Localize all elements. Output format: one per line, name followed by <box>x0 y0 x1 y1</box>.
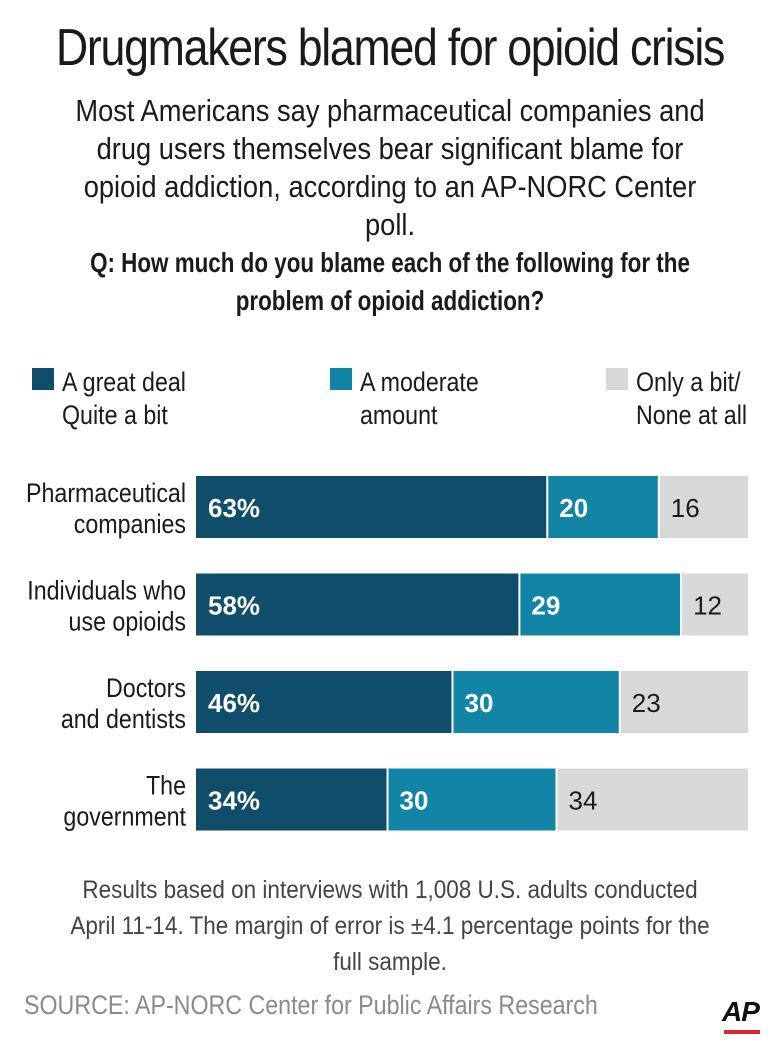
ap-logo-underline <box>724 1030 760 1034</box>
bar-bit-none <box>681 573 748 636</box>
data-label-moderate: 30 <box>464 688 493 718</box>
data-label-bit-none: 23 <box>632 688 661 718</box>
footnote: Results based on interviews with 1,008 U… <box>70 876 710 976</box>
bar-bit-none <box>658 476 748 538</box>
legend-swatch-bit-none <box>606 368 628 390</box>
data-label-great-deal: 34% <box>208 786 260 816</box>
category-label: Pharmaceutical companies <box>26 478 186 539</box>
bar-great-deal <box>196 476 548 538</box>
bar-bit-none <box>556 768 748 831</box>
legend-swatch-great-deal <box>32 368 54 390</box>
bar-great-deal <box>196 573 520 636</box>
data-label-great-deal: 63% <box>208 493 260 523</box>
survey-question: Q: How much do you blame each of the fol… <box>90 247 690 316</box>
source-credit: SOURCE: AP-NORC Center for Public Affair… <box>24 990 598 1020</box>
legend-swatch-moderate <box>330 368 352 390</box>
bar-moderate <box>519 573 682 636</box>
legend-label-great-deal: A great deal Quite a bit <box>62 367 186 430</box>
category-label: Individuals who use opioids <box>27 576 186 637</box>
bar-great-deal <box>196 671 453 733</box>
data-label-moderate: 20 <box>559 493 588 523</box>
data-label-moderate: 29 <box>531 591 560 621</box>
bar-bit-none <box>619 671 748 733</box>
category-label: Doctors and dentists <box>61 673 186 734</box>
bar-moderate <box>547 476 659 538</box>
data-label-moderate: 30 <box>400 786 429 816</box>
legend-label-bit-none: Only a bit/ None at all <box>636 367 748 430</box>
ap-logo: AP <box>722 996 760 1027</box>
data-label-great-deal: 46% <box>208 688 260 718</box>
data-label-bit-none: 16 <box>671 493 700 523</box>
bar-moderate <box>452 671 620 733</box>
data-label-bit-none: 34 <box>568 786 597 816</box>
bar-great-deal <box>196 768 388 831</box>
legend-label-moderate: A moderate amount <box>360 367 479 430</box>
bar-moderate <box>387 768 557 831</box>
chart-title: Drugmakers blamed for opioid crisis <box>55 19 725 77</box>
data-label-bit-none: 12 <box>693 591 722 621</box>
stacked-bar-chart: Pharmaceutical companies 63% 20 16 Individual… <box>26 476 748 832</box>
category-label: The government <box>63 771 186 832</box>
data-label-great-deal: 58% <box>208 591 260 621</box>
chart-subtitle: Most Americans say pharmaceutical compan… <box>75 93 705 242</box>
